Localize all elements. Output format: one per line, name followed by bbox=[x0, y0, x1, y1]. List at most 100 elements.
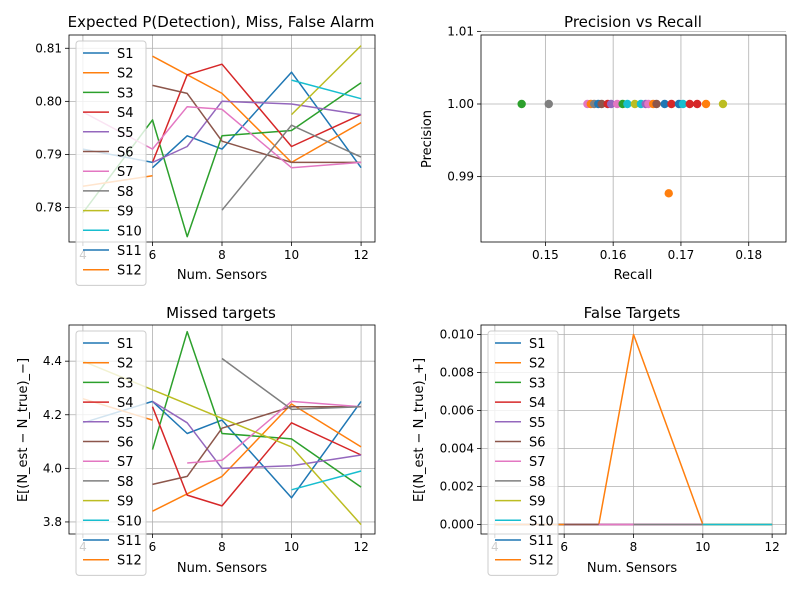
legend-label: S10 bbox=[117, 224, 142, 239]
scatter-point bbox=[701, 99, 711, 109]
legend-label: S3 bbox=[117, 86, 134, 101]
y-tick-label: 0.80 bbox=[35, 94, 62, 108]
legend-label: S10 bbox=[117, 514, 142, 529]
precision-recall-y-axis-label: Precision bbox=[420, 110, 435, 168]
legend-label: S7 bbox=[117, 455, 134, 470]
series-line-s5 bbox=[152, 400, 362, 470]
legend-label: S12 bbox=[529, 554, 554, 569]
legend-label: S4 bbox=[529, 396, 546, 411]
x-tick-label: 12 bbox=[353, 248, 368, 262]
series-line-s1 bbox=[151, 71, 362, 169]
y-tick-label: 0.79 bbox=[35, 147, 62, 161]
legend-label: S2 bbox=[117, 67, 134, 82]
x-tick-label: 8 bbox=[218, 248, 226, 262]
x-tick-label: 10 bbox=[695, 540, 710, 554]
x-tick-label: 0.15 bbox=[532, 248, 559, 262]
false-targets-y-axis-label: E[(N_est − N_true)_+] bbox=[412, 358, 427, 502]
series-line-s1 bbox=[151, 400, 362, 499]
legend-label: S1 bbox=[529, 337, 546, 352]
y-tick-label: 4.2 bbox=[43, 408, 62, 422]
legend-label: S5 bbox=[529, 416, 546, 431]
x-tick-label: 6 bbox=[149, 540, 157, 554]
series-line-s6 bbox=[152, 405, 362, 486]
subplot-detection: Expected P(Detection), Miss, False Alarm… bbox=[35, 13, 376, 286]
x-tick-label: 10 bbox=[284, 248, 299, 262]
series-line-s6 bbox=[152, 84, 362, 164]
legend-label: S5 bbox=[117, 126, 134, 141]
scatter-point bbox=[685, 99, 694, 109]
x-tick-label: 8 bbox=[218, 540, 226, 554]
series-line-s9 bbox=[82, 360, 362, 526]
legend-label: S2 bbox=[529, 357, 546, 372]
series-line-s8 bbox=[221, 124, 362, 211]
legend-label: S9 bbox=[117, 495, 134, 510]
subplot-missed-targets: Missed targets 46810123.84.04.24.4 Num. … bbox=[16, 304, 376, 576]
legend-label: S11 bbox=[117, 244, 142, 259]
legend-box bbox=[75, 330, 147, 576]
legend-label: S1 bbox=[117, 337, 134, 352]
y-tick-label: 0.78 bbox=[35, 201, 62, 215]
y-tick-label: 0.004 bbox=[440, 442, 474, 456]
series-line-s2 bbox=[598, 333, 773, 526]
series-line-s10 bbox=[291, 470, 362, 491]
series-line-s3 bbox=[151, 330, 362, 488]
scatter-point bbox=[664, 189, 673, 198]
series-line-s10 bbox=[291, 79, 362, 100]
x-tick-label: 12 bbox=[353, 540, 368, 554]
series-line-s7 bbox=[187, 400, 362, 464]
y-tick-label: 0.010 bbox=[440, 328, 474, 342]
y-tick-label: 0.002 bbox=[440, 480, 474, 494]
legend-box bbox=[75, 40, 147, 286]
detection-x-axis-label: Num. Sensors bbox=[177, 268, 267, 283]
detection-chart-title: Expected P(Detection), Miss, False Alarm bbox=[68, 13, 375, 31]
scatter-point bbox=[693, 99, 702, 109]
legend-label: S4 bbox=[117, 396, 134, 411]
scatter-point bbox=[660, 99, 669, 109]
scatter-point bbox=[517, 99, 526, 109]
legend-label: S10 bbox=[529, 514, 554, 529]
precision-recall-ticks: 0.15 0.16 0.17 0.18 0.99 1.00 1.01 bbox=[447, 24, 762, 262]
series-line-s4 bbox=[151, 406, 362, 507]
y-tick-label: 0.008 bbox=[440, 366, 474, 380]
scatter-point bbox=[678, 99, 688, 109]
legend-label: S6 bbox=[117, 146, 134, 161]
scatter-point bbox=[623, 99, 632, 109]
legend-label: S6 bbox=[117, 436, 134, 451]
y-tick-label: 0.006 bbox=[440, 404, 474, 418]
x-tick-label: 0.16 bbox=[600, 248, 627, 262]
x-tick-label: 8 bbox=[630, 540, 638, 554]
legend-label: S7 bbox=[529, 455, 546, 470]
scatter-point bbox=[597, 99, 606, 109]
scatter-point bbox=[718, 99, 728, 109]
y-tick-label: 0.000 bbox=[440, 518, 474, 532]
y-tick-label: 4.0 bbox=[43, 461, 62, 475]
scatter-point bbox=[544, 99, 553, 109]
legend-label: S11 bbox=[529, 534, 554, 549]
legend-label: S4 bbox=[117, 106, 134, 121]
legend-label: S8 bbox=[529, 475, 546, 490]
legend-label: S9 bbox=[117, 205, 134, 220]
legend-label: S2 bbox=[117, 357, 134, 372]
missed-targets-legend: S1 S2 S3 S4 S5 S6 S7 S8 S9 S10 S11 S12 bbox=[75, 330, 147, 576]
y-tick-label: 3.8 bbox=[43, 515, 62, 529]
legend-label: S9 bbox=[529, 495, 546, 510]
legend-label: S6 bbox=[529, 436, 546, 451]
detection-legend: S1 S2 S3 S4 S5 S6 S7 S8 S9 S10 S11 S12 bbox=[75, 40, 147, 286]
y-tick-label: 1.00 bbox=[447, 97, 474, 111]
precision-recall-axes-frame bbox=[480, 34, 787, 243]
y-tick-label: 4.4 bbox=[43, 354, 62, 368]
legend-label: S1 bbox=[117, 47, 134, 62]
y-tick-label: 0.99 bbox=[447, 170, 474, 184]
missed-targets-x-axis-label: Num. Sensors bbox=[177, 561, 267, 576]
subplot-false-targets: False Targets 46810120.0000.0020.0040.00… bbox=[412, 304, 787, 576]
x-tick-label: 0.18 bbox=[735, 248, 762, 262]
legend-label: S8 bbox=[117, 185, 134, 200]
scatter-point bbox=[652, 99, 661, 109]
legend-label: S8 bbox=[117, 475, 134, 490]
precision-recall-chart-title: Precision vs Recall bbox=[564, 13, 702, 31]
missed-targets-chart-title: Missed targets bbox=[166, 304, 276, 322]
x-tick-label: 0.17 bbox=[668, 248, 695, 262]
legend-label: S12 bbox=[117, 554, 142, 569]
